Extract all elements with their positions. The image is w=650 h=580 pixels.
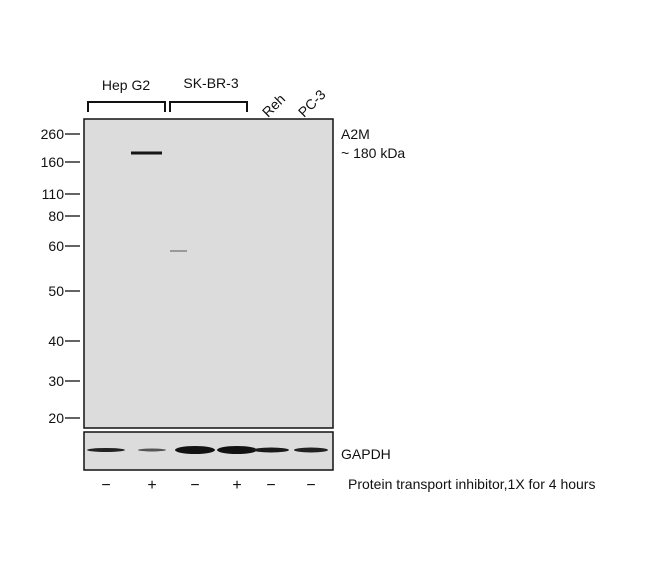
marker-label-30: 30: [48, 373, 64, 389]
marker-label-110: 110: [42, 186, 65, 202]
faint-band-skbr3: [170, 250, 187, 252]
treatment-sign: −: [306, 477, 315, 494]
gapdh-bands: [87, 446, 328, 454]
a2m-band-hepg2-treated: [131, 151, 162, 155]
gapdh-band: [87, 448, 125, 452]
group-label-skbr3: SK-BR-3: [183, 75, 238, 91]
treatment-sign: −: [101, 477, 110, 494]
marker-label-60: 60: [48, 238, 64, 254]
treatment-signs: − + − + − −: [101, 477, 315, 494]
gapdh-band: [175, 446, 215, 454]
treatment-sign: −: [266, 477, 275, 494]
bracket-skbr3: [169, 101, 248, 112]
marker-ladder: 260 160 110 80 60 50 40 30 20: [41, 126, 80, 426]
gapdh-band: [294, 447, 328, 453]
loading-control-label: GAPDH: [341, 446, 391, 462]
group-label-hepg2: Hep G2: [102, 77, 150, 93]
a2m-membrane: [83, 118, 334, 429]
treatment-sign: +: [232, 477, 241, 494]
gapdh-membrane: [83, 431, 334, 471]
treatment-sign: +: [147, 477, 156, 494]
treatment-label: Protein transport inhibitor,1X for 4 hou…: [348, 476, 595, 492]
bracket-hepg2: [87, 101, 166, 112]
target-name: A2M: [341, 126, 370, 142]
group-label-reh: Reh: [259, 91, 288, 120]
gapdh-band: [217, 446, 257, 454]
marker-label-260: 260: [41, 126, 65, 142]
target-size: ~ 180 kDa: [341, 145, 405, 161]
gapdh-band: [253, 447, 289, 453]
marker-label-50: 50: [48, 283, 64, 299]
group-label-pc3: PC-3: [295, 86, 329, 120]
marker-label-80: 80: [48, 208, 64, 224]
marker-label-160: 160: [41, 154, 65, 170]
marker-label-20: 20: [48, 410, 64, 426]
treatment-sign: −: [190, 477, 199, 494]
gapdh-band: [138, 448, 166, 452]
marker-label-40: 40: [48, 333, 64, 349]
